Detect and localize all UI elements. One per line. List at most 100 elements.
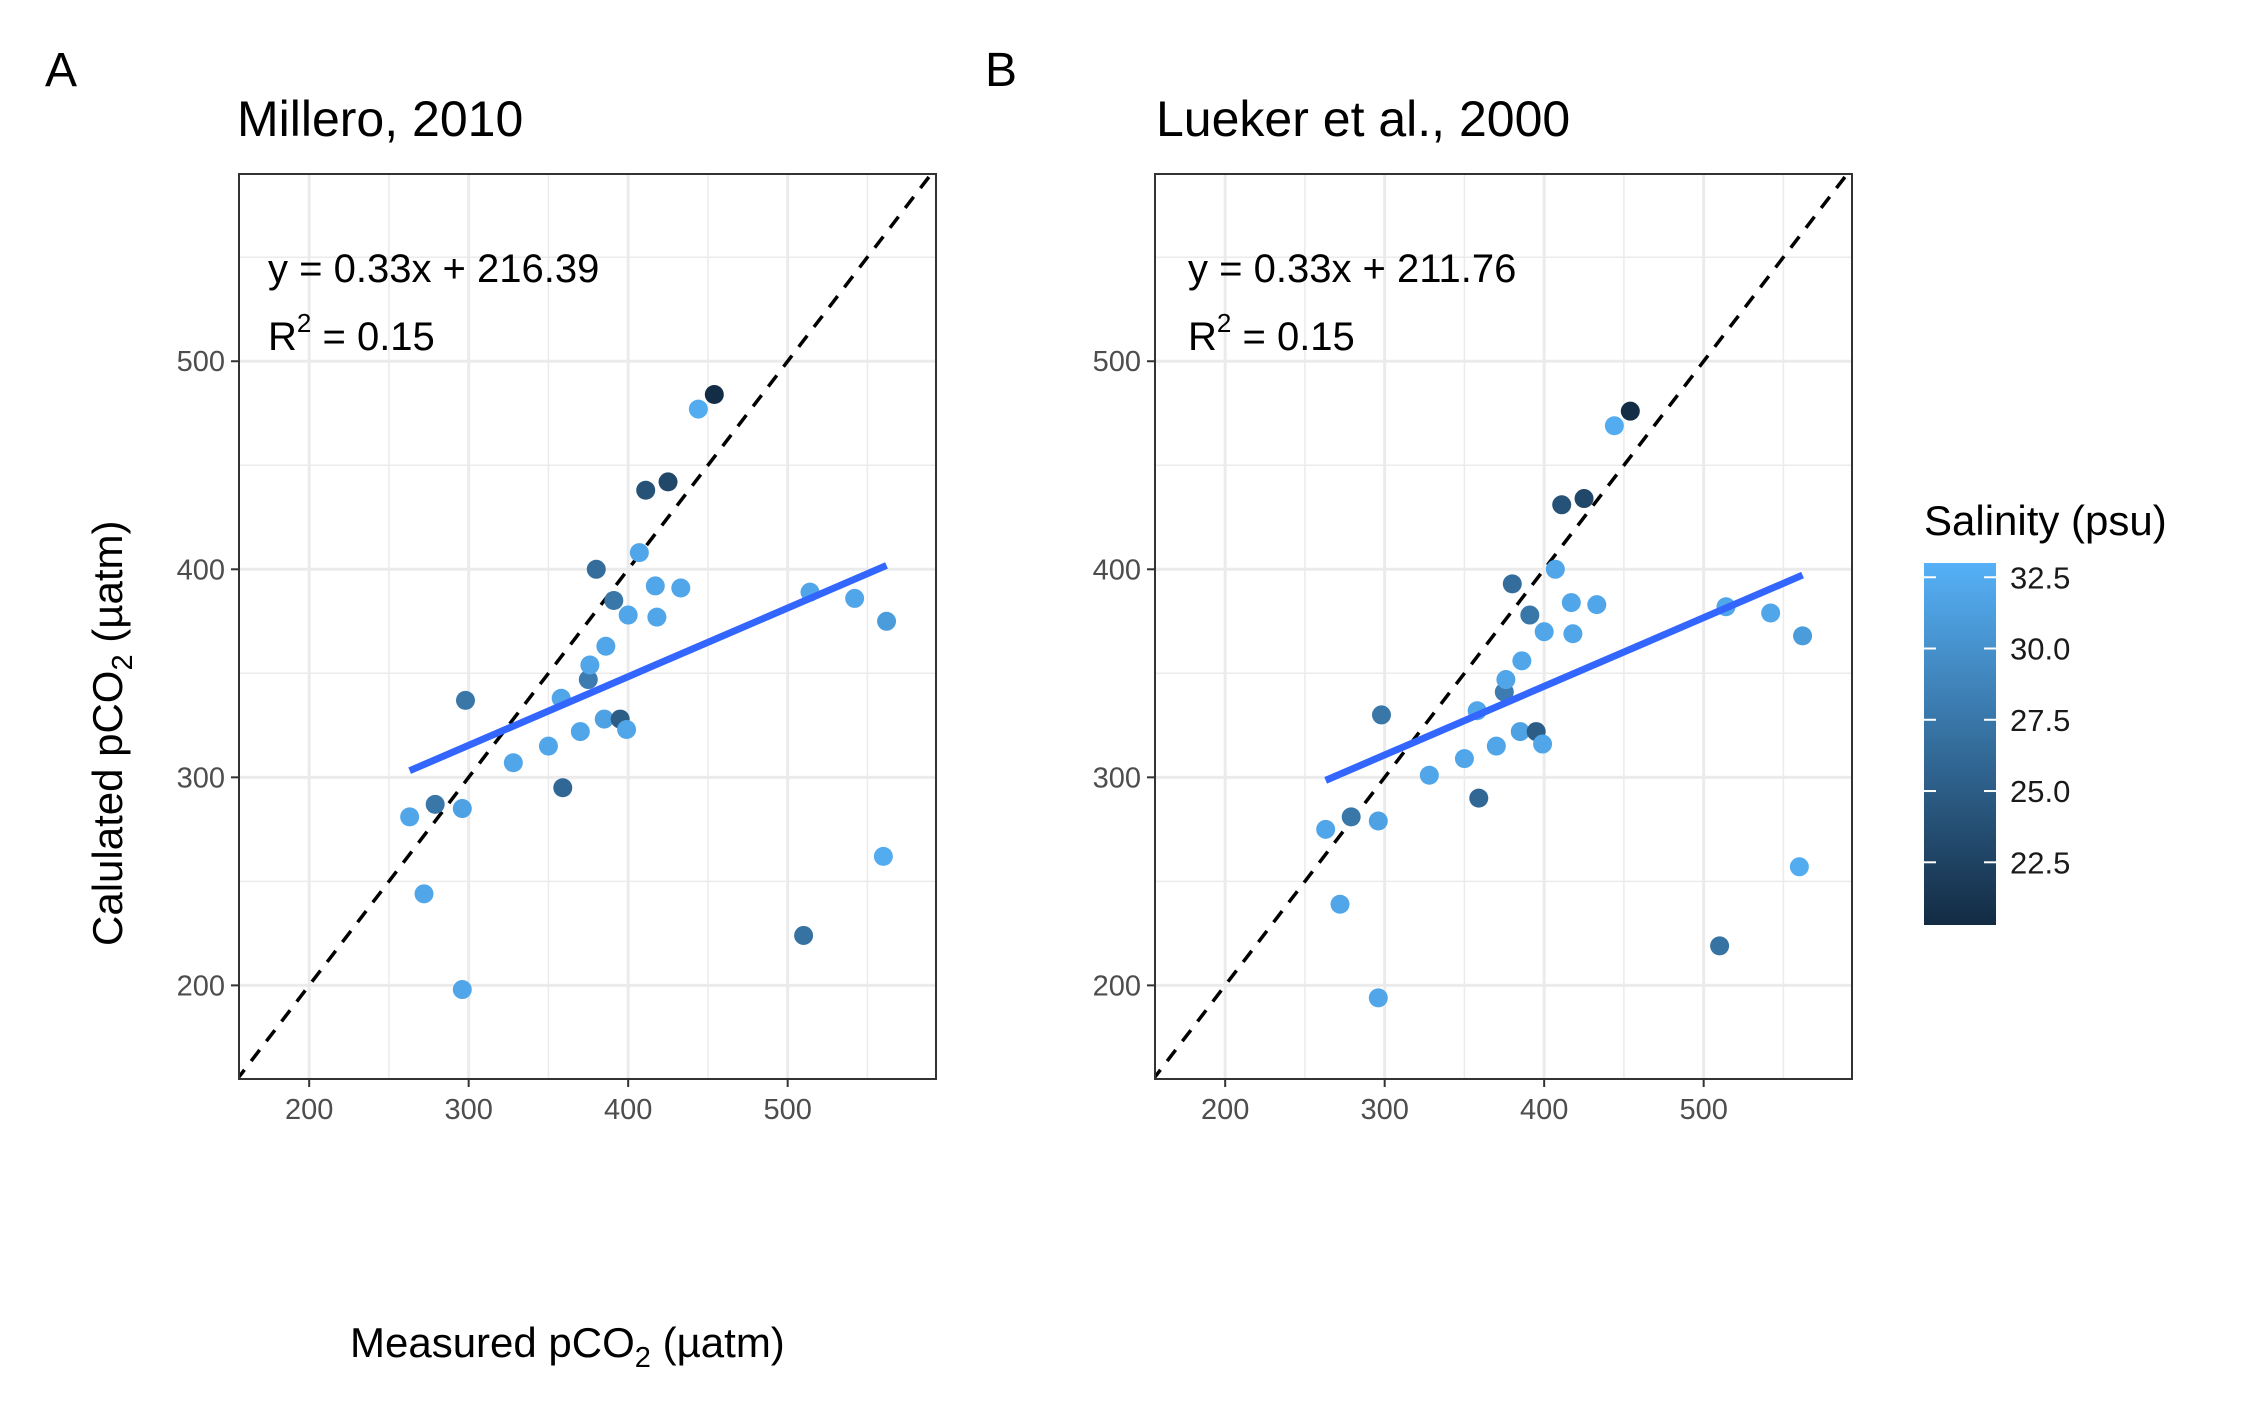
data-point (1419, 765, 1439, 785)
data-layer (239, 174, 934, 1079)
data-layer (1155, 174, 1850, 1079)
y-tick-label: 500 (177, 346, 225, 378)
data-point (570, 722, 590, 742)
data-point (1789, 857, 1809, 877)
y-tick-label: 500 (1093, 346, 1141, 378)
data-point (1368, 988, 1388, 1008)
data-point (538, 736, 558, 756)
data-point (617, 719, 637, 739)
y-tick-label: 200 (177, 970, 225, 1002)
data-point (658, 472, 678, 492)
data-point (414, 884, 434, 904)
data-point (618, 605, 638, 625)
data-point (1620, 401, 1640, 421)
data-point (704, 385, 724, 405)
plot-area-b: 200 300 400 500 200 300 400 500 (1093, 173, 1853, 1126)
regression-equation-a: y = 0.33x + 216.39 (268, 247, 599, 291)
x-tick-label: 200 (285, 1094, 333, 1126)
data-point (578, 670, 598, 690)
data-point (580, 655, 600, 675)
panel-border (1154, 173, 1853, 1080)
data-point (1469, 788, 1489, 808)
legend-ticks: 32.5 30.0 27.5 25.0 22.5 (1924, 560, 2070, 880)
y-tick-label: 300 (1093, 762, 1141, 794)
data-point (1563, 624, 1583, 644)
data-point (1533, 734, 1553, 754)
data-point (794, 925, 814, 945)
regression-line (408, 562, 888, 774)
legend-title: Salinity (psu) (1924, 497, 2167, 544)
x-tick-label: 400 (604, 1094, 652, 1126)
data-point (877, 611, 897, 631)
y-axis-title: Calulated pCO2 (µatm) (84, 521, 139, 946)
legend-break-label: 25.0 (2010, 774, 2070, 809)
data-point (1520, 605, 1540, 625)
data-point (1496, 670, 1516, 690)
panel-a: A Millero, 2010 200 300 400 500 200 300 400 500… (45, 44, 937, 1126)
x-tick-label: 200 (1201, 1094, 1249, 1126)
data-point (1604, 416, 1624, 436)
data-point (1545, 559, 1565, 579)
x-tick-label: 300 (444, 1094, 492, 1126)
data-point (1368, 811, 1388, 831)
data-point (1512, 651, 1532, 671)
data-point (1561, 593, 1581, 613)
legend-break-label: 27.5 (2010, 703, 2070, 738)
legend-break-label: 22.5 (2010, 845, 2070, 880)
data-point (636, 480, 656, 500)
legend: Salinity (psu) 32.5 30.0 27.5 25.0 22.5 (1924, 497, 2167, 925)
panel-title-a: Millero, 2010 (237, 91, 523, 147)
data-point (1761, 603, 1781, 623)
data-point (629, 543, 649, 563)
data-point (1316, 819, 1336, 839)
data-point (604, 590, 624, 610)
regression-equation-b: y = 0.33x + 211.76 (1188, 247, 1516, 291)
legend-break-label: 32.5 (2010, 560, 2070, 595)
x-tick-label: 300 (1360, 1094, 1408, 1126)
panel-title-b: Lueker et al., 2000 (1156, 91, 1570, 147)
data-point (1793, 626, 1813, 646)
data-point (873, 846, 893, 866)
regression-line (1324, 571, 1804, 784)
data-point (1710, 936, 1730, 956)
plot-area-a: 200 300 400 500 200 300 400 500 (177, 173, 937, 1126)
data-point (1502, 574, 1522, 594)
panel-letter-a: A (45, 44, 77, 97)
legend-colorbar (1924, 563, 1996, 925)
data-point (688, 399, 708, 419)
data-point (1574, 489, 1594, 509)
panel-letter-b: B (985, 44, 1017, 97)
x-tick-label: 400 (1520, 1094, 1568, 1126)
y-tick-label: 300 (177, 762, 225, 794)
panel-border (238, 173, 937, 1080)
data-point (586, 559, 606, 579)
data-point (1486, 736, 1506, 756)
identity-line (1155, 174, 1850, 1079)
data-point (503, 753, 523, 773)
data-point (845, 588, 865, 608)
identity-line (239, 174, 934, 1079)
x-tick-label: 500 (1679, 1094, 1727, 1126)
data-point (553, 778, 573, 798)
data-point (452, 980, 472, 1000)
data-point (647, 607, 667, 627)
x-axis-title: Measured pCO2 (µatm) (350, 1319, 785, 1374)
data-point (1510, 722, 1530, 742)
y-tick-label: 400 (177, 554, 225, 586)
data-point (425, 794, 445, 814)
data-point (1534, 622, 1554, 642)
data-point (1341, 807, 1361, 827)
data-point (1454, 749, 1474, 769)
y-tick-label: 200 (1093, 970, 1141, 1002)
legend-break-label: 30.0 (2010, 632, 2070, 667)
data-point (1371, 705, 1391, 725)
data-point (1330, 894, 1350, 914)
r-squared-a: R2 = 0.15 (268, 308, 435, 359)
data-point (596, 636, 616, 656)
panel-b: B Lueker et al., 2000 200 300 400 500 200 300… (985, 44, 1853, 1126)
data-point (455, 690, 475, 710)
data-point (452, 799, 472, 819)
data-point (645, 576, 665, 596)
x-tick-label: 500 (763, 1094, 811, 1126)
